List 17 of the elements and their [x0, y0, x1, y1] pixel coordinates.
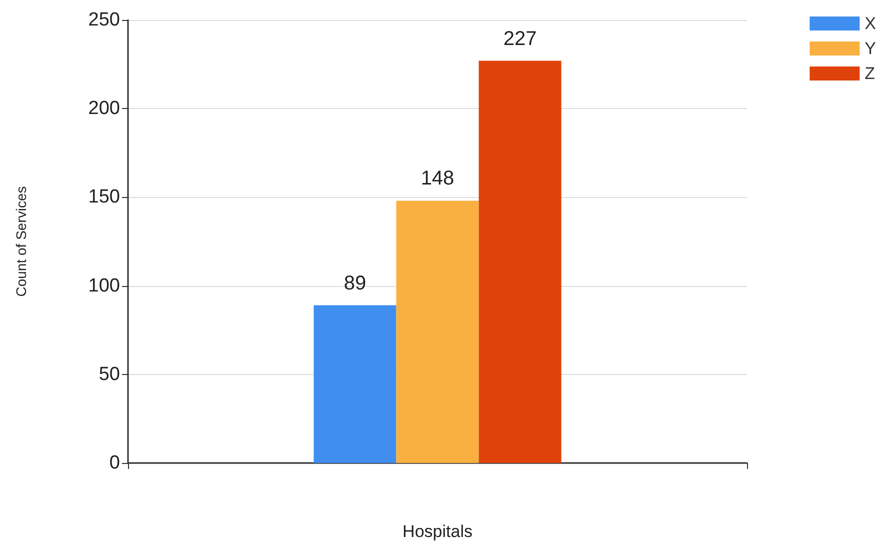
- legend-label: Y: [864, 39, 876, 58]
- y-tick-label: 100: [88, 275, 120, 296]
- data-label: 148: [420, 168, 454, 190]
- y-tick-label: 200: [88, 98, 120, 120]
- legend-label: Z: [864, 64, 876, 83]
- y-tick-label: 150: [88, 186, 120, 208]
- y-tick-label: 0: [109, 452, 120, 474]
- bar: [478, 60, 562, 463]
- data-label: 227: [503, 28, 537, 50]
- legend-label: X: [864, 14, 876, 33]
- bar: [314, 305, 396, 463]
- data-label: 89: [344, 272, 366, 294]
- y-tick-label: 50: [98, 364, 120, 385]
- x-axis-title: Hospitals: [402, 522, 472, 541]
- y-axis-title: Count of Services: [13, 186, 29, 297]
- bar: [396, 200, 479, 463]
- y-tick-label: 250: [88, 10, 120, 30]
